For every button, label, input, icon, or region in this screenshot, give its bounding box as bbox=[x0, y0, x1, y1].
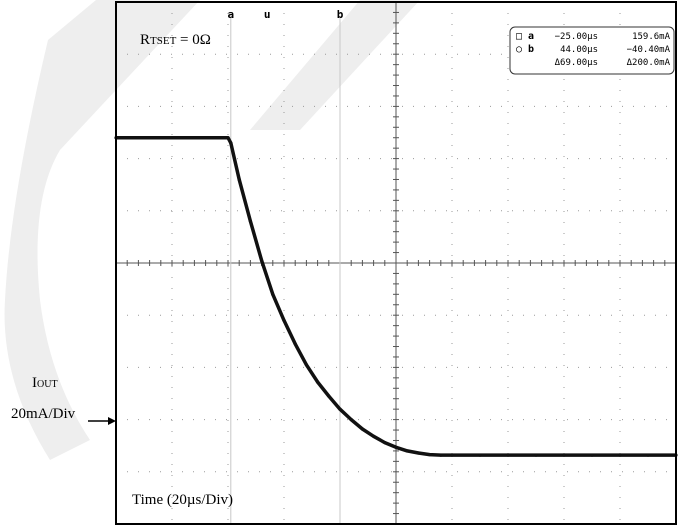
trace-point bbox=[590, 453, 594, 457]
trace-point bbox=[304, 363, 308, 367]
trace-point bbox=[229, 141, 233, 145]
ylabel-main: I bbox=[32, 375, 37, 391]
watermark-stroke bbox=[250, 0, 420, 130]
trace-point bbox=[248, 219, 252, 223]
readout-value: Δ200.0mA bbox=[627, 58, 671, 68]
readout-box-glyph: □ bbox=[516, 31, 522, 42]
readout-value: −40.40mA bbox=[627, 45, 671, 55]
cursor-marker-b: b bbox=[337, 8, 344, 21]
trace-point bbox=[534, 453, 538, 457]
readout-box-glyph: ○ bbox=[516, 44, 522, 55]
rtset-annotation: RTSET = 0Ω bbox=[140, 32, 211, 48]
trace-point bbox=[428, 452, 432, 457]
trace-point bbox=[383, 440, 387, 445]
readout-time: Δ69.00µs bbox=[555, 58, 598, 68]
trace-series bbox=[114, 135, 678, 457]
trace-point bbox=[349, 418, 353, 422]
trace-point bbox=[271, 292, 275, 296]
graticule bbox=[115, 1, 677, 525]
cursor-readout: □ a −25.00µs 159.6mA ○ b 44.00µs −40.40mA Δ69.00… bbox=[509, 26, 675, 75]
trace-point bbox=[282, 318, 286, 323]
trace-point bbox=[506, 453, 510, 457]
rtset-rest: = 0Ω bbox=[176, 32, 211, 48]
trace-point bbox=[316, 380, 320, 384]
readout-cursor-label: a bbox=[528, 31, 534, 42]
trace-point bbox=[260, 258, 264, 262]
trace-point bbox=[618, 453, 622, 457]
trace-point bbox=[372, 434, 376, 438]
watermark-shape bbox=[4, 0, 420, 460]
trace-point bbox=[405, 449, 409, 453]
plot-frame bbox=[115, 1, 677, 525]
trace-point bbox=[394, 445, 398, 449]
ylabel-scale: 20mA/Div bbox=[11, 406, 76, 422]
trace-point bbox=[416, 451, 420, 455]
trace-point bbox=[439, 453, 443, 457]
trace-point bbox=[562, 453, 566, 457]
ylabel-iout: IOUT bbox=[32, 375, 58, 391]
watermark-stroke bbox=[4, 0, 200, 460]
rtset-sub: TSET bbox=[150, 35, 177, 47]
trace-point bbox=[450, 453, 454, 457]
ylabel-sub: OUT bbox=[37, 379, 58, 390]
trace-point bbox=[327, 394, 331, 398]
readout-box bbox=[509, 26, 675, 75]
trace-point bbox=[646, 453, 650, 457]
trace-point bbox=[478, 453, 482, 457]
cursor-marker-u: u bbox=[264, 8, 271, 21]
readout-cursor-label: b bbox=[528, 44, 534, 55]
trace-point bbox=[293, 342, 297, 346]
readout-time: 44.00µs bbox=[560, 45, 598, 55]
ylabel-arrow bbox=[88, 417, 116, 425]
trace-point bbox=[237, 177, 241, 182]
readout-value: 159.6mA bbox=[632, 32, 671, 42]
trace-point bbox=[338, 407, 342, 411]
readout-time: −25.00µs bbox=[555, 32, 598, 42]
cursor-marker-a: a bbox=[227, 8, 234, 21]
xlabel: Time (20µs/Div) bbox=[132, 492, 233, 508]
trace-point bbox=[360, 427, 364, 431]
rtset-main: R bbox=[140, 32, 150, 48]
trace-point bbox=[226, 136, 230, 140]
